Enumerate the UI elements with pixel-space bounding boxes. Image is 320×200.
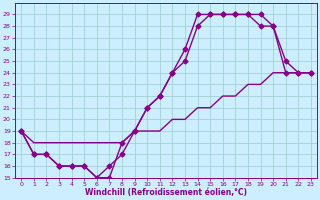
X-axis label: Windchill (Refroidissement éolien,°C): Windchill (Refroidissement éolien,°C) [85, 188, 247, 197]
